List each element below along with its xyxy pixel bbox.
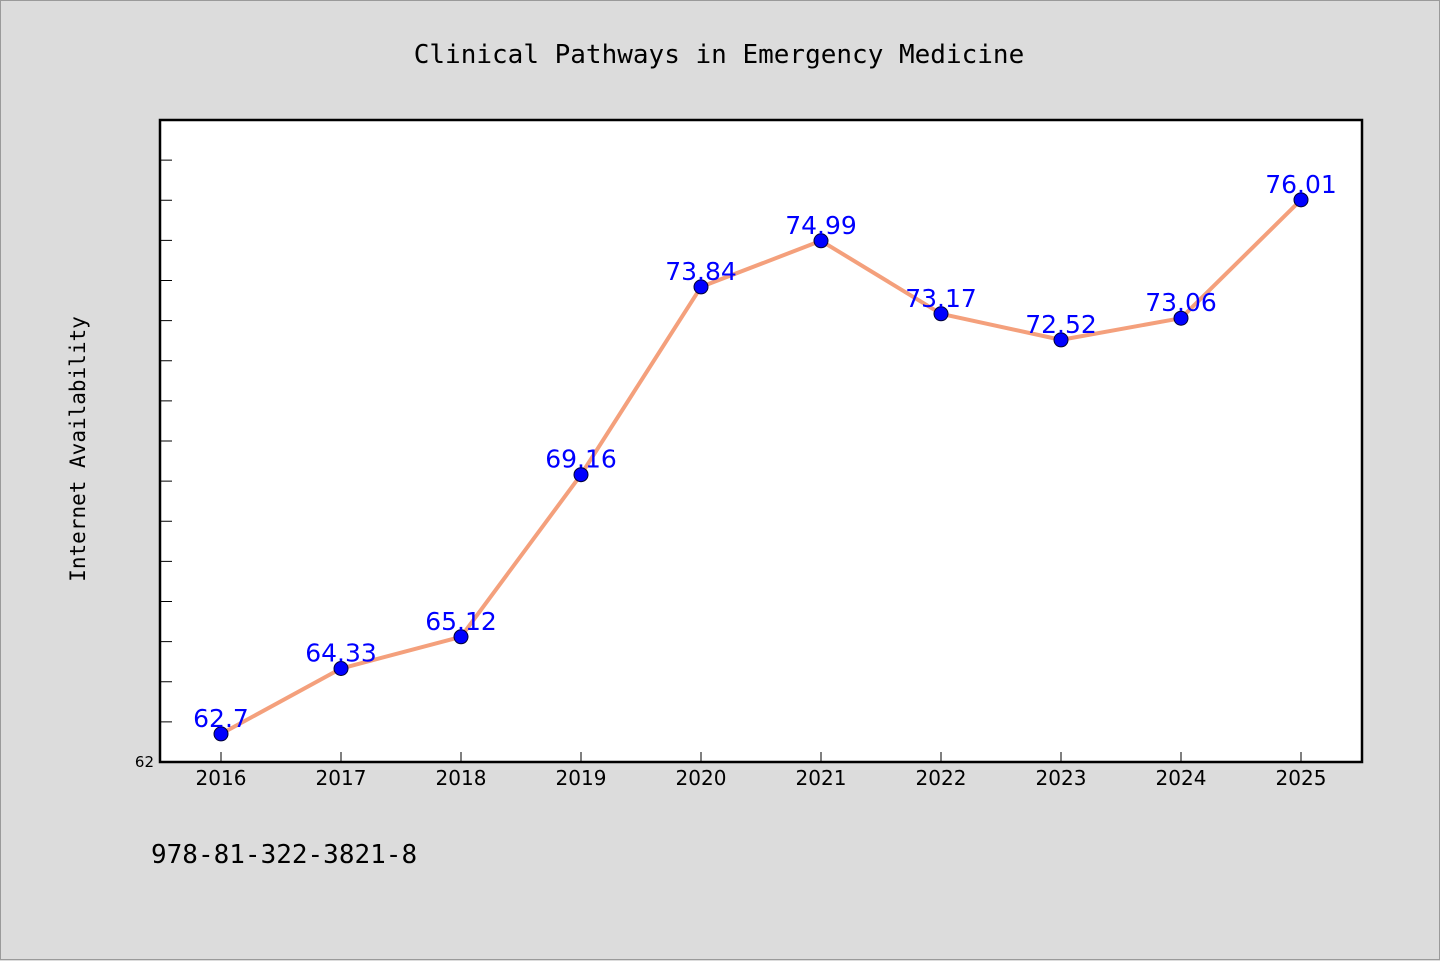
x-tick-label: 2020 — [676, 766, 727, 790]
x-tick-label: 2024 — [1156, 766, 1207, 790]
x-tick-label: 2017 — [316, 766, 367, 790]
y-axis-ticks: 62 — [135, 159, 172, 771]
data-labels: 62.7 64.33 65.12 69.16 73.84 74.99 73.17 72.52 7… — [193, 170, 1337, 733]
series-layer — [213, 192, 1309, 742]
data-label: 73.17 — [905, 284, 977, 313]
data-label: 65.12 — [425, 607, 497, 636]
x-tick-label: 2019 — [556, 766, 607, 790]
data-label: 73.84 — [665, 257, 737, 286]
data-point — [333, 661, 349, 677]
x-axis-ticks: 2016 2017 2018 2019 2020 2021 2022 2023 2024 2025 — [196, 752, 1327, 790]
data-point — [813, 233, 829, 249]
data-point — [573, 467, 589, 483]
y-tick-label: 62 — [135, 753, 154, 771]
x-tick-label: 2016 — [196, 766, 247, 790]
data-label: 73.06 — [1145, 288, 1217, 317]
plot-area — [158, 118, 1364, 764]
data-label: 72.52 — [1025, 310, 1097, 339]
data-point — [693, 279, 709, 295]
data-label: 76.01 — [1265, 170, 1337, 199]
data-label: 69.16 — [545, 445, 617, 474]
data-label: 74.99 — [785, 211, 857, 240]
x-tick-label: 2023 — [1036, 766, 1087, 790]
data-point — [1053, 332, 1069, 348]
data-label: 64.33 — [305, 639, 377, 668]
x-tick-label: 2018 — [436, 766, 487, 790]
data-point — [453, 629, 469, 645]
x-tick-label: 2021 — [796, 766, 847, 790]
data-point — [213, 726, 229, 742]
y-axis-label: Internet Availability — [66, 316, 90, 582]
data-point — [1173, 310, 1189, 326]
data-point — [933, 306, 949, 322]
data-label: 62.7 — [193, 704, 249, 733]
data-point — [1293, 192, 1309, 208]
series-line — [220, 198, 1303, 736]
chart-title: Clinical Pathways in Emergency Medicine — [414, 40, 1024, 70]
isbn-text: 978-81-322-3821-8 — [151, 840, 417, 870]
x-tick-label: 2025 — [1276, 766, 1327, 790]
x-tick-label: 2022 — [916, 766, 967, 790]
